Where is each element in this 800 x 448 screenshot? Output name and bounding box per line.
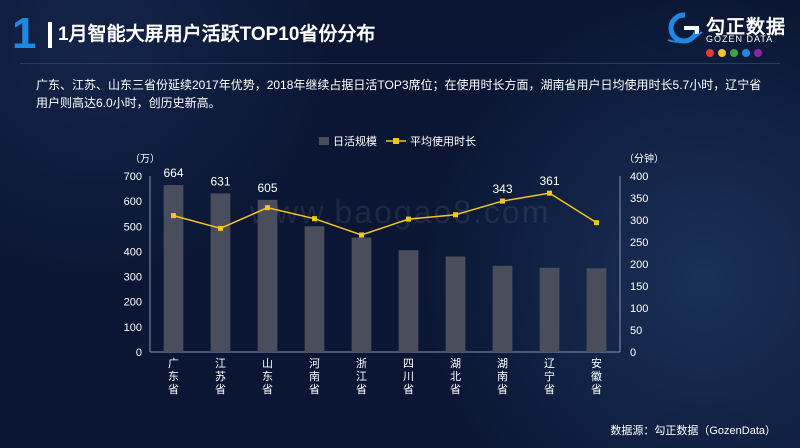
y-left-tick-label: 500 [124,221,142,233]
logo-dot [742,49,750,57]
y-left-tick-label: 700 [124,171,142,183]
gozen-logo-icon [667,12,703,44]
data-label: 631 [210,174,230,188]
line-point [500,198,505,204]
logo-subtitle: GOZEN DATA [706,34,774,44]
data-label: 664 [163,166,183,180]
y-right-tick-label: 350 [630,193,648,205]
logo-name: 勾正数据 [706,17,787,38]
logo-dot [754,49,762,57]
bar [351,237,372,352]
bar [492,265,513,352]
watermark: www.baogao8.com [250,194,551,230]
y-left-tick-label: 400 [124,246,142,258]
y-right-tick-label: 50 [630,325,642,337]
y-right-tick-label: 250 [630,237,648,249]
y-right-tick-label: 200 [630,259,648,271]
y-left-tick-label: 600 [124,196,142,208]
x-tick-label: 浙江省 [356,357,367,396]
line-point [594,220,599,226]
header: 1 1月智能大屏用户活跃TOP10省份分布 勾正数据 GOZEN DATA [0,0,800,62]
logo-dot [730,49,738,57]
line-point [218,225,223,231]
line-series [173,192,597,236]
bar [163,185,184,352]
x-tick-label: 辽宁省 [544,357,555,396]
page-title: 1月智能大屏用户活跃TOP10省份分布 [58,24,376,45]
x-tick-label: 四川省 [403,358,414,396]
line-point [359,232,364,238]
line-point [406,216,411,222]
y-right-tick-label: 150 [630,281,648,293]
bar [539,267,560,352]
header-divider [20,63,780,64]
y-right-tick-label: 400 [630,171,648,183]
page-number: 1 [12,9,37,58]
description-text: 广东、江苏、山东三省份延续2017年优势，2018年继续占据日活TOP3席位；在… [36,78,762,110]
data-label: 343 [492,182,512,196]
legend-line-marker [393,138,399,144]
x-tick-label: 河南省 [309,357,320,396]
logo-color-dots [706,49,762,57]
bar [257,199,278,352]
y-left-tick-label: 300 [124,272,142,284]
title-accent-bar [48,22,52,48]
logo-dot [718,49,726,57]
brand-logo: 勾正数据 GOZEN DATA [666,10,790,57]
bar [398,250,419,352]
bar [445,256,466,352]
line-point [171,213,176,219]
bar [304,226,325,352]
x-tick-label: 江苏省 [215,357,226,396]
data-label: 361 [539,174,559,188]
legend-bar-swatch [319,137,329,145]
data-label: 605 [257,181,277,195]
y-left-tick-label: 200 [124,297,142,309]
line-point [453,212,458,218]
data-source: 数据源：勾正数据（GozenData） [610,425,776,437]
logo-dot [706,49,714,57]
legend-bar-label: 日活规模 [333,134,377,148]
bar [586,268,607,352]
y-left-tick-label: 100 [124,322,142,334]
x-tick-label: 广东省 [168,357,179,396]
x-tick-label: 安徽省 [591,356,602,396]
y-left-tick-label: 0 [136,347,142,359]
y-right-tick-label: 100 [630,303,648,315]
line-point [265,205,270,211]
x-tick-label: 湖北省 [450,357,461,396]
y-right-unit: （分钟） [624,152,664,165]
line-point [312,216,317,222]
y-left-unit: （万） [130,153,160,165]
line-point [547,190,552,196]
x-tick-label: 山东省 [262,357,273,396]
chart-legend: 日活规模 平均使用时长 [319,134,476,148]
y-right-tick-label: 300 [630,215,648,227]
y-right-tick-label: 0 [630,347,636,359]
x-tick-label: 湖南省 [497,357,508,396]
bar [210,193,231,352]
legend-line-label: 平均使用时长 [410,135,476,148]
